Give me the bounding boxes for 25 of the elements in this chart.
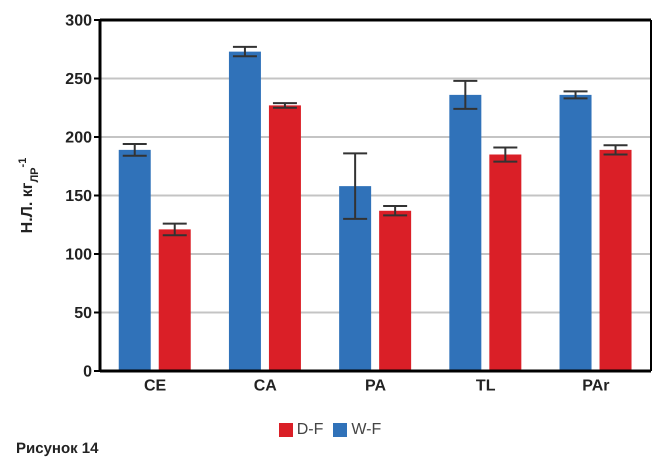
bar: [449, 94, 482, 371]
bar: [339, 186, 372, 371]
x-tick-label: PA: [364, 377, 386, 394]
legend-label: D-F: [296, 421, 324, 438]
y-tick-label: 0: [83, 364, 92, 381]
text: Рисунок 14: [16, 440, 98, 457]
x-tick-label: TL: [476, 377, 496, 394]
y-tick-label: 150: [65, 188, 92, 206]
bar: [560, 94, 592, 371]
bar: [600, 150, 632, 371]
x-tick-label: PAr: [582, 377, 610, 394]
y-tick-label: 300: [65, 12, 92, 30]
bar: [228, 52, 261, 371]
y-tick-label: 200: [65, 130, 92, 147]
bar: [118, 150, 151, 371]
x-tick-label: CE: [144, 377, 167, 394]
y-tick-label: 50: [74, 305, 92, 322]
y-tick-label: 250: [65, 71, 92, 88]
y-tick-label: 100: [65, 246, 92, 264]
bar: [379, 210, 412, 371]
legend-label: W-F: [351, 421, 382, 438]
x-tick-label: CA: [254, 377, 278, 394]
bar: [489, 154, 522, 371]
bar: [158, 229, 191, 371]
bar: [268, 105, 301, 371]
